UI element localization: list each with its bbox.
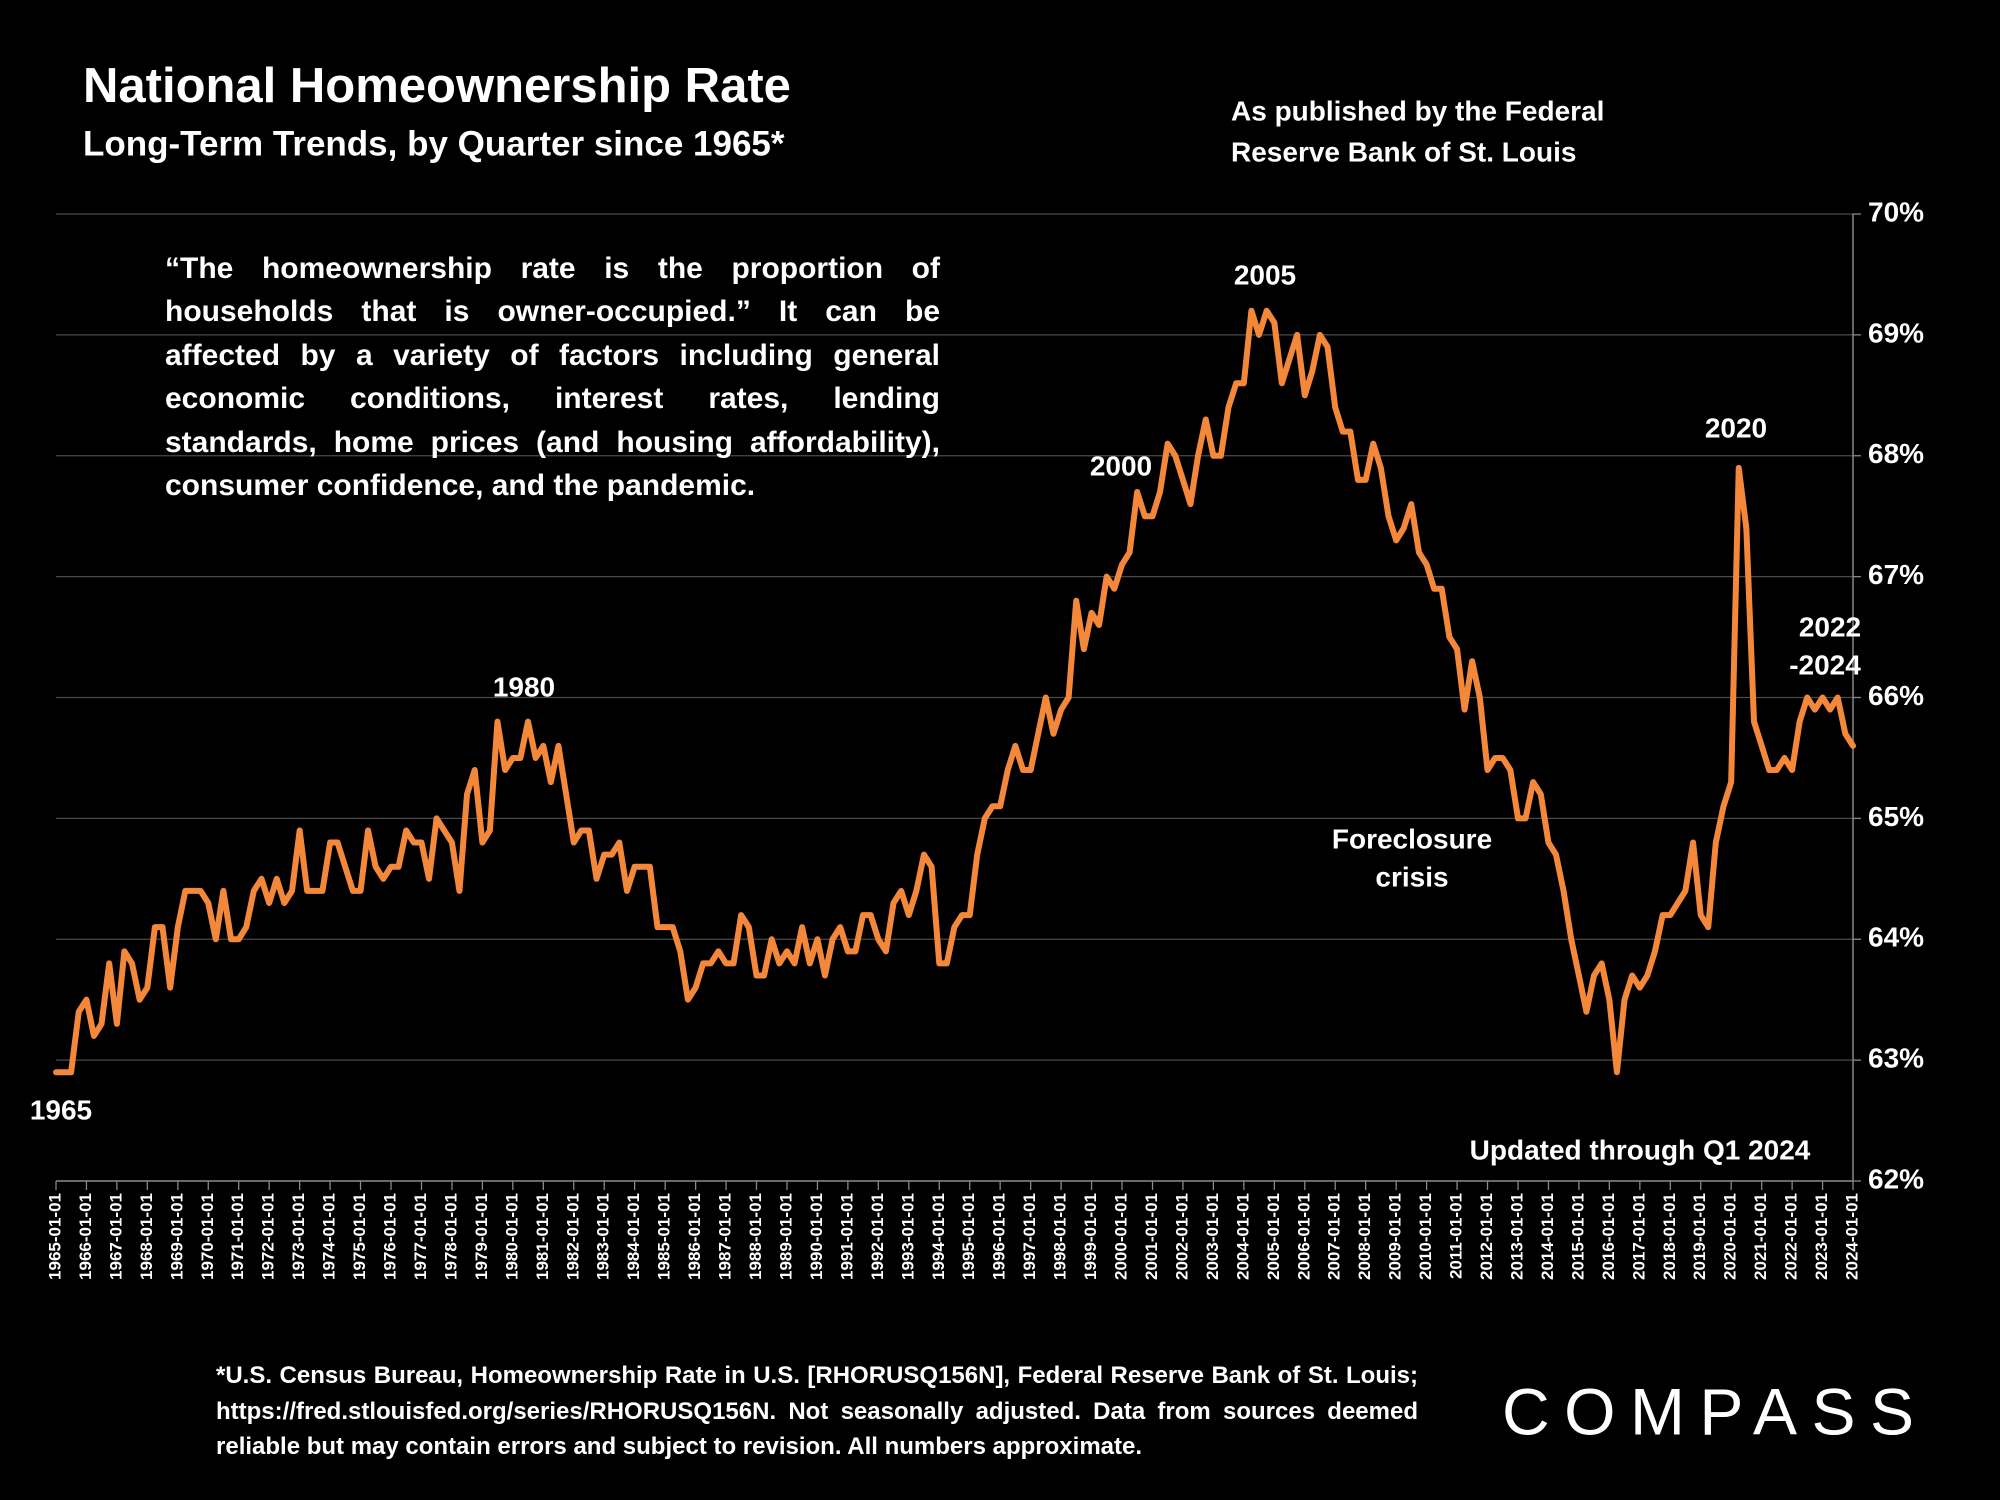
x-tick-label: 1973-01-01 bbox=[289, 1193, 308, 1280]
x-tick-label: 1972-01-01 bbox=[259, 1193, 278, 1280]
x-tick-label: 1981-01-01 bbox=[533, 1193, 552, 1280]
annotation: 1965 bbox=[30, 1094, 92, 1125]
chart-title: National Homeownership Rate bbox=[83, 59, 791, 113]
y-tick-label: 70% bbox=[1868, 196, 1924, 227]
annotation: Updated through Q1 2024 bbox=[1470, 1134, 1811, 1165]
x-tick-label: 1979-01-01 bbox=[472, 1193, 491, 1280]
quote: “The homeownership rate is the proportio… bbox=[165, 252, 940, 503]
x-tick-label: 2021-01-01 bbox=[1751, 1193, 1770, 1280]
y-tick-label: 66% bbox=[1868, 680, 1924, 711]
x-tick-label: 2015-01-01 bbox=[1568, 1193, 1587, 1280]
x-tick-label: 1991-01-01 bbox=[837, 1193, 856, 1280]
x-tick-label: 2005-01-01 bbox=[1264, 1193, 1283, 1280]
annotation: -2024 bbox=[1789, 649, 1861, 680]
x-tick-label: 2022-01-01 bbox=[1782, 1193, 1801, 1280]
y-tick-label: 69% bbox=[1868, 317, 1924, 348]
x-tick-label: 1977-01-01 bbox=[411, 1193, 430, 1280]
x-tick-label: 2002-01-01 bbox=[1172, 1193, 1191, 1280]
x-tick-label: 1996-01-01 bbox=[990, 1193, 1009, 1280]
x-tick-label: 1969-01-01 bbox=[167, 1193, 186, 1280]
x-tick-label: 1965-01-01 bbox=[45, 1193, 64, 1280]
x-tick-label: 1971-01-01 bbox=[228, 1193, 247, 1280]
x-tick-label: 1994-01-01 bbox=[929, 1193, 948, 1280]
x-tick-label: 1970-01-01 bbox=[198, 1193, 217, 1280]
x-tick-label: 1984-01-01 bbox=[624, 1193, 643, 1280]
x-tick-label: 1997-01-01 bbox=[1020, 1193, 1039, 1280]
y-tick-label: 67% bbox=[1868, 559, 1924, 590]
y-tick-label: 63% bbox=[1868, 1043, 1924, 1074]
x-tick-label: 2011-01-01 bbox=[1447, 1193, 1466, 1279]
x-tick-label: 2013-01-01 bbox=[1508, 1193, 1527, 1280]
x-tick-label: 1985-01-01 bbox=[655, 1193, 674, 1280]
x-tick-label: 2017-01-01 bbox=[1629, 1193, 1648, 1280]
x-tick-label: 1999-01-01 bbox=[1081, 1193, 1100, 1280]
x-tick-label: 2009-01-01 bbox=[1386, 1193, 1405, 1280]
annotation: 2022 bbox=[1799, 611, 1861, 642]
x-tick-label: 1993-01-01 bbox=[898, 1193, 917, 1280]
x-tick-label: 2020-01-01 bbox=[1721, 1193, 1740, 1280]
x-tick-label: 1990-01-01 bbox=[807, 1193, 826, 1280]
x-tick-label: 1975-01-01 bbox=[350, 1193, 369, 1280]
x-tick-label: 2003-01-01 bbox=[1203, 1193, 1222, 1280]
x-tick-label: 1989-01-01 bbox=[776, 1193, 795, 1280]
x-tick-label: 1976-01-01 bbox=[380, 1193, 399, 1280]
x-tick-label: 2016-01-01 bbox=[1599, 1193, 1618, 1280]
x-tick-label: 1974-01-01 bbox=[320, 1193, 339, 1280]
footnote: *U.S. Census Bureau, Homeownership Rate … bbox=[216, 1362, 1418, 1461]
x-tick-label: 1966-01-01 bbox=[76, 1193, 95, 1280]
y-tick-label: 62% bbox=[1868, 1163, 1924, 1194]
x-tick-label: 1995-01-01 bbox=[959, 1193, 978, 1280]
x-tick-label: 2019-01-01 bbox=[1690, 1193, 1709, 1280]
annotation: crisis bbox=[1375, 861, 1448, 892]
x-tick-label: 2007-01-01 bbox=[1325, 1193, 1344, 1280]
annotation: 1980 bbox=[493, 671, 555, 702]
x-tick-label: 1967-01-01 bbox=[106, 1193, 125, 1280]
x-tick-label: 2001-01-01 bbox=[1142, 1193, 1161, 1280]
source-note: As published by the Federal bbox=[1231, 95, 1604, 126]
x-tick-label: 2014-01-01 bbox=[1538, 1193, 1557, 1280]
x-tick-label: 1992-01-01 bbox=[868, 1193, 887, 1280]
data-line bbox=[53, 307, 1856, 1076]
logo: COMPASS bbox=[1502, 1374, 1914, 1448]
annotation: Foreclosure bbox=[1332, 823, 1492, 854]
x-tick-label: 1968-01-01 bbox=[137, 1193, 156, 1280]
annotation: 2020 bbox=[1705, 412, 1767, 443]
x-tick-label: 1987-01-01 bbox=[716, 1193, 735, 1280]
x-tick-label: 2024-01-01 bbox=[1842, 1193, 1861, 1280]
y-tick-label: 64% bbox=[1868, 922, 1924, 953]
chart-subtitle: Long-Term Trends, by Quarter since 1965* bbox=[83, 124, 785, 163]
annotation: 2000 bbox=[1090, 450, 1152, 481]
x-tick-label: 2018-01-01 bbox=[1660, 1193, 1679, 1280]
x-tick-label: 2012-01-01 bbox=[1477, 1193, 1496, 1280]
x-tick-label: 2000-01-01 bbox=[1111, 1193, 1130, 1280]
source-note: Reserve Bank of St. Louis bbox=[1231, 136, 1576, 167]
y-tick-label: 65% bbox=[1868, 801, 1924, 832]
x-tick-label: 1982-01-01 bbox=[563, 1193, 582, 1280]
x-tick-label: 1988-01-01 bbox=[746, 1193, 765, 1280]
x-tick-label: 1983-01-01 bbox=[594, 1193, 613, 1280]
y-tick-label: 68% bbox=[1868, 438, 1924, 469]
x-tick-label: 1978-01-01 bbox=[441, 1193, 460, 1280]
x-tick-label: 1986-01-01 bbox=[685, 1193, 704, 1280]
annotation: 2005 bbox=[1234, 259, 1296, 290]
x-tick-label: 2008-01-01 bbox=[1355, 1193, 1374, 1280]
x-tick-label: 2006-01-01 bbox=[1294, 1193, 1313, 1280]
x-tick-label: 1998-01-01 bbox=[1051, 1193, 1070, 1280]
x-tick-label: 2023-01-01 bbox=[1812, 1193, 1831, 1280]
x-tick-label: 1980-01-01 bbox=[502, 1193, 521, 1280]
x-tick-label: 2004-01-01 bbox=[1233, 1193, 1252, 1280]
x-tick-label: 2010-01-01 bbox=[1416, 1193, 1435, 1280]
